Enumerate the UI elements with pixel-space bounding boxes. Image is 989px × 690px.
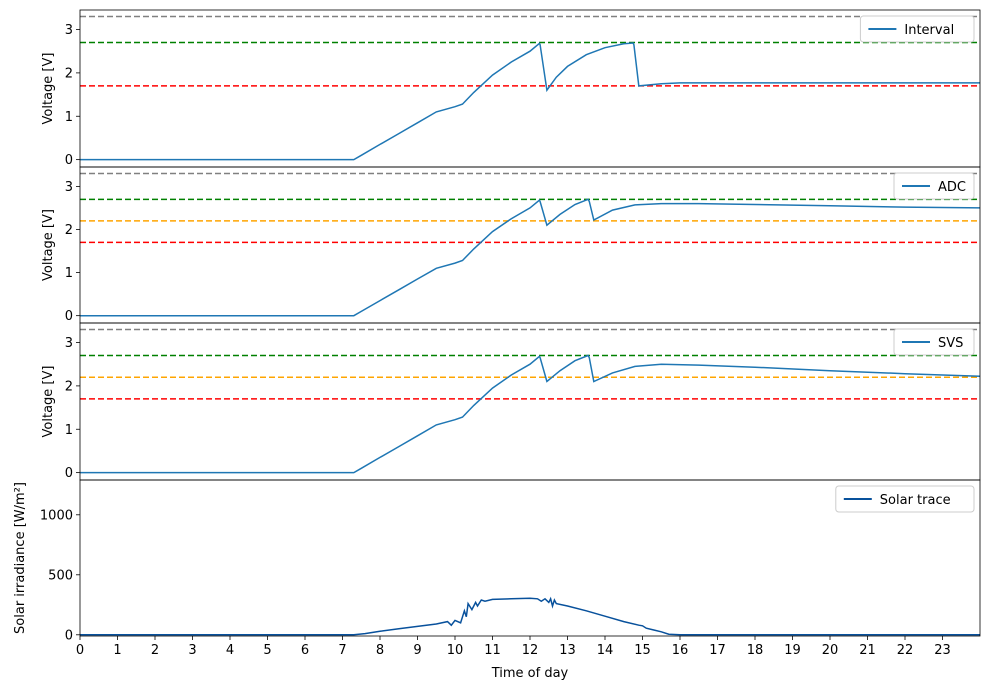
y-tick-label: 1 [65,423,73,438]
x-tick-label: 0 [76,643,84,658]
y-tick-label: 1 [65,266,73,281]
x-tick-label: 19 [784,643,801,658]
legend-label: Solar trace [880,493,951,508]
x-tick-label: 9 [413,643,421,658]
x-tick-label: 2 [151,643,159,658]
x-tick-label: 22 [897,643,914,658]
y-tick-label: 2 [65,379,73,394]
y-tick-label: 0 [65,309,73,324]
x-tick-label: 5 [263,643,271,658]
legend-label: ADC [938,180,966,195]
legend-box [835,485,975,513]
x-tick-label: 15 [634,643,651,658]
x-tick-label: 14 [597,643,614,658]
y-axis-label: Solar irradiance [W/m²] [13,482,28,634]
series-line-solar-trace [80,596,980,636]
y-axis-label: Voltage [V] [41,209,56,281]
y-tick-label: 2 [65,66,73,81]
legend-label: SVS [938,336,963,351]
y-tick-label: 0 [65,153,73,168]
panel-3: 0 1 2 3 Voltage [V] SVS [41,322,981,481]
x-tick-label: 17 [709,643,726,658]
y-tick-label: 3 [65,336,73,351]
series-line-adc [80,198,980,317]
series-line-interval [80,42,980,161]
y-tick-label: 0 [65,466,73,481]
y-tick-label: 1 [65,110,73,125]
panel-1: 0 1 2 3 Voltage [V] Interval [41,9,981,168]
panel-2: 0 1 2 3 Voltage [V] ADC [41,166,981,324]
x-tick-label: 13 [559,643,576,658]
axes-frame [79,322,981,481]
y-tick-label: 3 [65,23,73,38]
y-tick-label: 1000 [40,508,73,523]
x-tick-label: 20 [822,643,839,658]
x-tick-label: 23 [934,643,951,658]
legend-box [859,15,975,43]
x-axis-label: Time of day [491,666,569,681]
legend: ADC [893,172,975,200]
y-tick-label: 2 [65,223,73,238]
axes-frame [79,166,981,324]
axes-frame [79,9,981,168]
legend-box [893,328,975,356]
x-tick-label: 6 [301,643,309,658]
x-tick-label: 21 [859,643,876,658]
legend: SVS [893,328,975,356]
y-tick-label: 500 [48,568,73,583]
x-tick-label: 11 [484,643,501,658]
y-tick-label: 0 [65,628,73,643]
legend-box [893,172,975,200]
x-tick-label: 12 [522,643,539,658]
x-tick-label: 8 [376,643,384,658]
series-line-svs [80,354,980,474]
y-axis-label: Voltage [V] [41,366,56,438]
x-tick-label: 16 [672,643,689,658]
y-axis-label: Voltage [V] [41,53,56,125]
x-tick-label: 1 [113,643,121,658]
legend: Solar trace [835,485,975,513]
x-tick-label: 10 [447,643,464,658]
x-tick-label: 7 [338,643,346,658]
legend-label: Interval [904,23,954,38]
x-tick-label: 4 [226,643,234,658]
x-tick-label: 3 [188,643,196,658]
y-tick-label: 3 [65,180,73,195]
x-tick-label: 18 [747,643,764,658]
legend: Interval [859,15,975,43]
